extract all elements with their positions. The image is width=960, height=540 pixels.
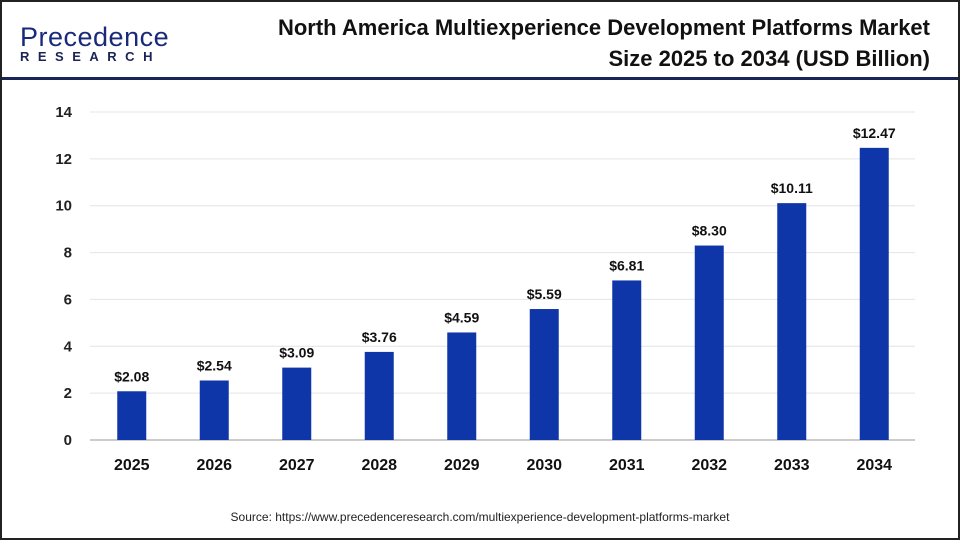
bar: [529, 309, 559, 440]
y-tick-label: 8: [64, 245, 72, 262]
data-label: $5.59: [527, 286, 562, 302]
x-tick-label: 2028: [361, 457, 397, 474]
chart-title: North America Multiexperience Developmen…: [277, 15, 930, 71]
y-tick-label: 0: [64, 432, 72, 449]
y-tick-label: 14: [55, 104, 72, 121]
bar: [859, 147, 889, 441]
x-tick-label: 2025: [114, 457, 150, 474]
source-text: Source: https://www.precedenceresearch.c…: [230, 510, 730, 524]
data-label: $8.30: [692, 223, 727, 239]
data-label: $3.09: [279, 345, 314, 361]
data-label: $4.59: [444, 309, 479, 325]
x-tick-label: 2031: [609, 457, 645, 474]
x-tick-label: 2032: [691, 457, 727, 474]
x-tick-label: 2029: [444, 457, 480, 474]
y-tick-label: 10: [55, 198, 72, 215]
y-tick-label: 2: [64, 385, 72, 402]
y-tick-label: 12: [55, 151, 72, 168]
data-label: $12.47: [853, 125, 896, 141]
bar: [364, 351, 394, 440]
y-tick-label: 4: [64, 338, 73, 355]
logo-line2: RESEARCH: [20, 49, 161, 64]
x-tick-label: 2034: [856, 457, 892, 474]
data-label: $2.54: [197, 357, 232, 373]
bar: [447, 332, 477, 440]
y-tick-label: 6: [64, 291, 72, 308]
bar: [777, 203, 807, 440]
data-label: $10.11: [771, 180, 813, 196]
bar: [117, 391, 147, 440]
bar: [612, 280, 642, 440]
data-label: $2.08: [114, 368, 149, 384]
logo: Precedence RESEARCH: [20, 22, 169, 64]
bar: [199, 380, 229, 440]
data-label: $3.76: [362, 329, 397, 345]
x-tick-label: 2030: [526, 457, 562, 474]
header: Precedence RESEARCH North America Multie…: [2, 2, 958, 80]
logo-line1: Precedence: [20, 22, 170, 52]
bar: [282, 367, 312, 440]
bar: [694, 245, 724, 440]
x-tick-label: 2026: [196, 457, 232, 474]
data-label: $6.81: [609, 257, 644, 273]
x-tick-label: 2027: [279, 457, 315, 474]
x-tick-label: 2033: [774, 457, 810, 474]
